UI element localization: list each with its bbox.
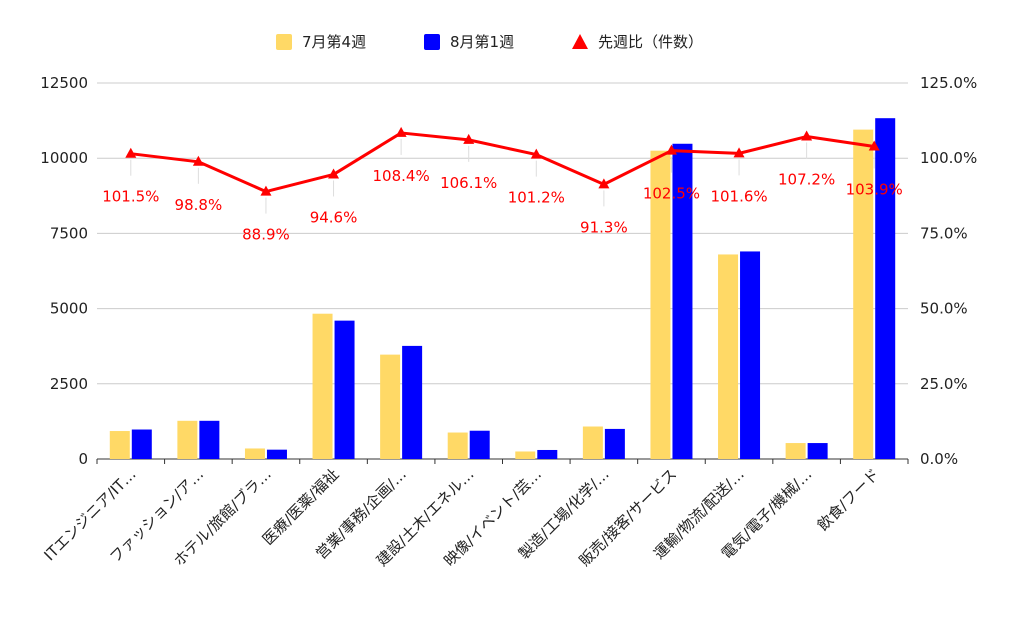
data-label: 102.5% xyxy=(643,185,700,203)
bar-week1-aug xyxy=(537,449,558,459)
legend-label: 先週比（件数） xyxy=(598,33,703,51)
bar-week4-july xyxy=(447,432,468,459)
bar-week1-aug xyxy=(604,428,625,459)
bar-week4-july xyxy=(853,129,874,459)
line-series-week-over-week xyxy=(130,131,875,194)
line-marker-triangle xyxy=(801,130,813,141)
y-left-tick-label: 0 xyxy=(78,450,88,468)
y-right-tick-label: 75.0% xyxy=(920,224,968,242)
line-marker-triangle xyxy=(868,140,880,151)
y-right-tick-label: 25.0% xyxy=(920,375,968,393)
data-label: 94.6% xyxy=(310,208,358,226)
data-label: 101.6% xyxy=(710,187,767,205)
bar-week1-aug xyxy=(334,320,355,459)
line-marker-triangle xyxy=(598,178,610,189)
line-marker-triangle xyxy=(395,126,407,137)
line-marker-triangle xyxy=(665,144,677,155)
line-marker-triangle xyxy=(733,147,745,158)
bar-week1-aug xyxy=(131,429,152,459)
data-label: 88.9% xyxy=(242,226,290,244)
data-label: 108.4% xyxy=(373,167,430,185)
line-marker-triangle xyxy=(463,133,475,144)
y-right-tick-label: 125.0% xyxy=(920,74,977,92)
y-left-tick-label: 5000 xyxy=(50,300,88,318)
bar-week4-july xyxy=(177,420,198,459)
bar-week4-july xyxy=(380,354,401,459)
bar-week4-july xyxy=(582,426,603,459)
bar-week1-aug xyxy=(266,449,287,459)
y-left-tick-label: 10000 xyxy=(40,149,88,167)
bar-week1-aug xyxy=(469,430,490,459)
y-left-tick-label: 7500 xyxy=(50,224,88,242)
bar-week1-aug xyxy=(740,251,761,459)
bar-week4-july xyxy=(650,150,671,459)
bar-week4-july xyxy=(785,443,806,459)
legend-swatch-aug-week1 xyxy=(424,34,440,50)
line-marker-triangle xyxy=(260,185,272,196)
line-marker-triangle xyxy=(125,147,137,158)
bar-week1-aug xyxy=(402,345,423,459)
legend-label: 7月第4週 xyxy=(302,33,366,51)
data-label: 107.2% xyxy=(778,171,835,189)
bar-week1-aug xyxy=(875,118,896,459)
line-marker-triangle xyxy=(192,155,204,166)
legend-label: 8月第1週 xyxy=(450,33,514,51)
data-label: 98.8% xyxy=(175,196,223,214)
y-left-tick-label: 12500 xyxy=(40,74,88,92)
x-category-label: 飲食/フード xyxy=(814,465,883,534)
bar-week4-july xyxy=(718,254,739,459)
bar-week1-aug xyxy=(672,143,693,459)
y-right-tick-label: 0.0% xyxy=(920,450,958,468)
bar-week1-aug xyxy=(199,420,220,459)
bar-week4-july xyxy=(515,451,536,459)
legend-swatch-july-week4 xyxy=(276,34,292,50)
bar-week4-july xyxy=(312,313,333,459)
data-label: 91.3% xyxy=(580,218,628,236)
y-left-tick-label: 2500 xyxy=(50,375,88,393)
line-marker-triangle xyxy=(530,148,542,159)
data-label: 101.2% xyxy=(508,189,565,207)
y-right-tick-label: 50.0% xyxy=(920,300,968,318)
bar-week4-july xyxy=(244,448,265,459)
bar-week4-july xyxy=(109,431,130,459)
legend-swatch-triangle-icon xyxy=(572,34,588,49)
bar-week1-aug xyxy=(807,443,828,459)
data-label: 101.5% xyxy=(102,188,159,206)
data-label: 103.9% xyxy=(846,180,903,198)
y-right-tick-label: 100.0% xyxy=(920,149,977,167)
line-marker-triangle xyxy=(328,168,340,179)
data-label: 106.1% xyxy=(440,174,497,192)
